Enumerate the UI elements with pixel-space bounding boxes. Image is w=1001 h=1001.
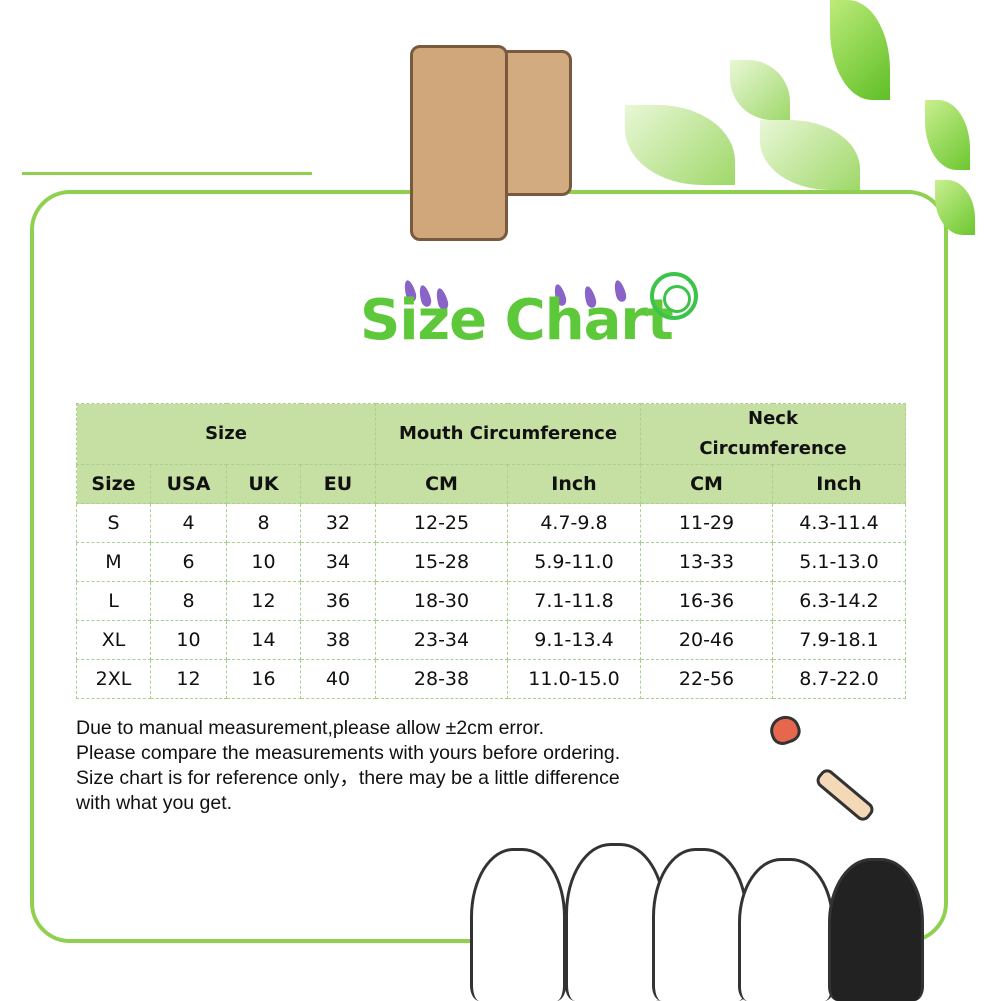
- table-cell: 8: [150, 581, 227, 621]
- group-header: Size: [76, 403, 376, 465]
- leaf-icon: [730, 60, 790, 120]
- table-cell: 7.9-18.1: [772, 620, 906, 660]
- table-cell: 10: [150, 620, 227, 660]
- table-cell: 8.7-22.0: [772, 659, 906, 699]
- column-header: Size: [76, 464, 151, 504]
- table-cell: 12-25: [375, 503, 508, 543]
- table-cell: 6.3-14.2: [772, 581, 906, 621]
- table-cell: 36: [300, 581, 376, 621]
- group-header: Neck Circumference: [640, 403, 906, 465]
- cat: [828, 858, 924, 1001]
- column-header: Inch: [507, 464, 641, 504]
- column-header: Inch: [772, 464, 906, 504]
- table-cell: XL: [76, 620, 151, 660]
- group-header-row: Size Mouth Circumference Neck Circumfere…: [76, 403, 906, 465]
- table-cell: 14: [226, 620, 301, 660]
- table-row: 2XL 12 16 40 28-38 11.0-15.0 22-56 8.7-22.0: [76, 659, 906, 699]
- cat: [738, 858, 834, 1001]
- table-cell: 22-56: [640, 659, 773, 699]
- table-cell: 32: [300, 503, 376, 543]
- page-title: Size Chart: [360, 288, 674, 353]
- table-cell: 4.7-9.8: [507, 503, 641, 543]
- table-cell: 10: [226, 542, 301, 582]
- table-cell: 16: [226, 659, 301, 699]
- frame-line: [22, 172, 312, 175]
- column-header: CM: [375, 464, 508, 504]
- column-header: EU: [300, 464, 376, 504]
- table-cell: 18-30: [375, 581, 508, 621]
- leaf-icon: [760, 120, 860, 190]
- note-line: Due to manual measurement,please allow ±…: [76, 717, 545, 739]
- spiral-icon: [650, 272, 698, 320]
- table-cell: L: [76, 581, 151, 621]
- table-cell: 11-29: [640, 503, 773, 543]
- table-row: L 8 12 36 18-30 7.1-11.8 16-36 6.3-14.2: [76, 581, 906, 621]
- table-cell: 5.9-11.0: [507, 542, 641, 582]
- note-line: with what you get.: [76, 792, 233, 814]
- table-cell: 38: [300, 620, 376, 660]
- cat: [565, 843, 666, 1001]
- group-header: Mouth Circumference: [375, 403, 641, 465]
- column-header: UK: [226, 464, 301, 504]
- column-header-row: Size USA UK EU CM Inch CM Inch: [76, 464, 906, 504]
- table-row: XL 10 14 38 23-34 9.1-13.4 20-46 7.9-18.1: [76, 620, 906, 660]
- table-cell: S: [76, 503, 151, 543]
- note-line: Size chart is for reference only，there m…: [76, 767, 620, 789]
- cat: [470, 848, 566, 1001]
- table-row: S 4 8 32 12-25 4.7-9.8 11-29 4.3-11.4: [76, 503, 906, 543]
- clip-icon: [498, 50, 572, 196]
- table-cell: 8: [226, 503, 301, 543]
- leaf-icon: [925, 100, 970, 170]
- leaf-icon: [625, 105, 735, 185]
- table-cell: 20-46: [640, 620, 773, 660]
- table-cell: 7.1-11.8: [507, 581, 641, 621]
- table-cell: 12: [150, 659, 227, 699]
- notes: Due to manual measurement,please allow ±…: [76, 716, 620, 816]
- leaf-icon: [830, 0, 890, 100]
- table-cell: 12: [226, 581, 301, 621]
- table-cell: 5.1-13.0: [772, 542, 906, 582]
- table-cell: 40: [300, 659, 376, 699]
- table-cell: 9.1-13.4: [507, 620, 641, 660]
- column-header: CM: [640, 464, 773, 504]
- size-chart-table: Size Mouth Circumference Neck Circumfere…: [76, 403, 906, 699]
- table-cell: 6: [150, 542, 227, 582]
- table-cell: 16-36: [640, 581, 773, 621]
- column-header: USA: [150, 464, 227, 504]
- table-cell: 28-38: [375, 659, 508, 699]
- table-cell: 15-28: [375, 542, 508, 582]
- table-cell: 4.3-11.4: [772, 503, 906, 543]
- cat: [652, 848, 748, 1001]
- table-cell: 4: [150, 503, 227, 543]
- note-line: Please compare the measurements with you…: [76, 742, 621, 764]
- table-cell: 23-34: [375, 620, 508, 660]
- table-cell: 2XL: [76, 659, 151, 699]
- table-cell: 34: [300, 542, 376, 582]
- table-cell: 11.0-15.0: [507, 659, 641, 699]
- clip-icon: [410, 45, 508, 241]
- table-cell: 13-33: [640, 542, 773, 582]
- table-row: M 6 10 34 15-28 5.9-11.0 13-33 5.1-13.0: [76, 542, 906, 582]
- table-cell: M: [76, 542, 151, 582]
